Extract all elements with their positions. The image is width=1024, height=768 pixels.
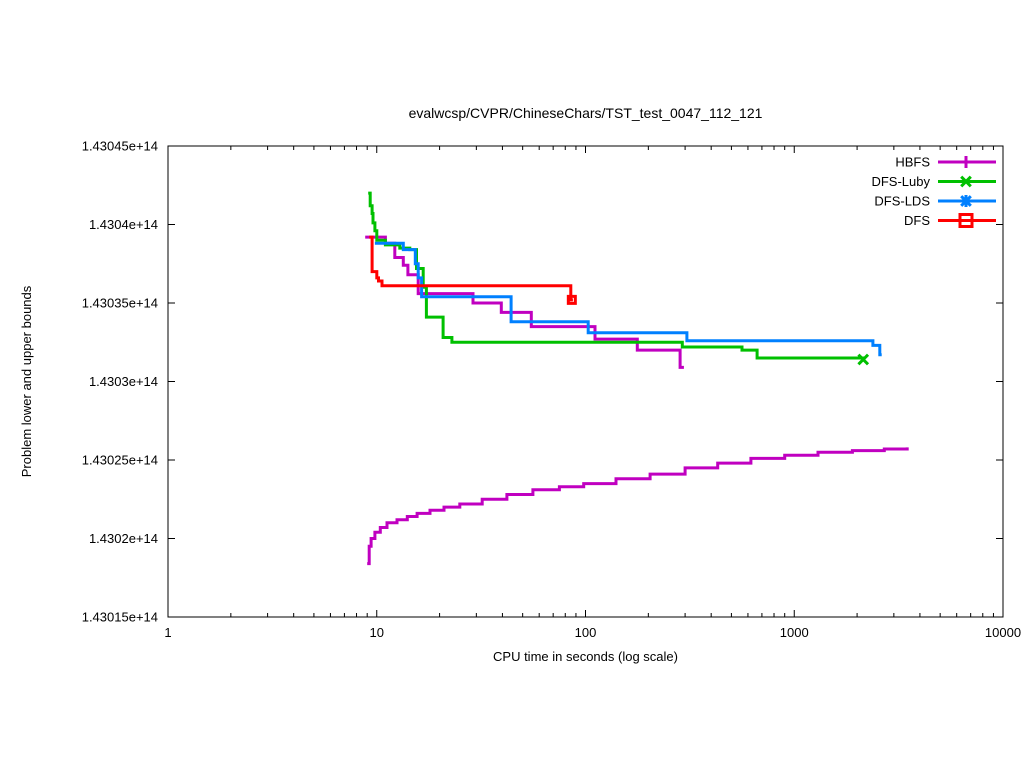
x-tick-label: 10000 (985, 625, 1021, 640)
y-tick-label: 1.43015e+14 (82, 610, 158, 625)
y-tick-label: 1.4303e+14 (89, 374, 158, 389)
chart-title: evalwcsp/CVPR/ChineseChars/TST_test_0047… (409, 105, 763, 121)
series-DFS-LDS-upper-bound-line (374, 241, 882, 357)
plot-border (167, 145, 1004, 618)
series-DFS-Luby-upper-bound-line (368, 191, 865, 360)
series-DFS-end-marker-square (566, 294, 577, 305)
series-HBFS-lower-bound-line (367, 447, 909, 566)
x-tick-label: 1000 (780, 625, 809, 640)
x-tick-label: 10 (370, 625, 384, 640)
legend-label-DFS-LDS: DFS-LDS (874, 194, 930, 209)
legend-label-HBFS: HBFS (895, 155, 930, 170)
legend-marker-square-DFS (958, 213, 974, 228)
y-tick-label: 1.4302e+14 (89, 531, 158, 546)
y-tick-label: 1.43045e+14 (82, 139, 158, 154)
x-tick-label: 100 (575, 625, 597, 640)
legend-marker-plus-HBFS (960, 156, 972, 168)
y-axis-label: Problem lower and upper bounds (19, 285, 34, 477)
legend-label-DFS-Luby: DFS-Luby (871, 174, 930, 189)
y-tick-label: 1.4304e+14 (89, 217, 158, 232)
series-HBFS-upper-bound-line (365, 235, 684, 369)
legend-label-DFS: DFS (904, 213, 930, 228)
series-DFS-Luby-end-marker-cross (857, 353, 870, 366)
x-axis-label: CPU time in seconds (log scale) (493, 649, 678, 664)
legend-marker-asterisk-DFS-LDS (960, 195, 972, 207)
y-tick-label: 1.43035e+14 (82, 296, 158, 311)
y-tick-label: 1.43025e+14 (82, 453, 158, 468)
x-tick-label: 1 (164, 625, 171, 640)
series-DFS-upper-bound-line (369, 235, 573, 302)
legend-marker-cross-DFS-Luby (960, 175, 972, 188)
